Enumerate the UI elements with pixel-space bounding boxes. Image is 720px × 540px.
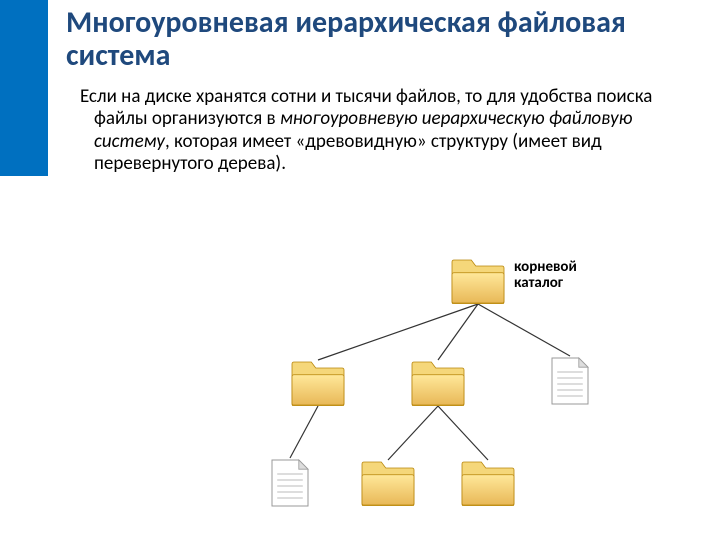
folder-icon [460, 460, 516, 506]
folder-icon [410, 360, 466, 406]
accent-sidebar [0, 0, 48, 176]
folder-icon [450, 258, 506, 304]
folder-icon [360, 460, 416, 506]
body-paragraph: Если на диске хранятся сотни и тысячи фа… [80, 86, 694, 176]
file-icon [270, 458, 310, 508]
filesystem-tree-diagram: корневойкаталог [230, 250, 660, 520]
file-icon [550, 356, 590, 406]
root-label: корневойкаталог [514, 260, 577, 292]
folder-icon [290, 360, 346, 406]
body-post: , которая имеет «древовидную» структуру … [94, 130, 602, 175]
page-title: Многоуровневая иерархическая файловая си… [66, 6, 666, 72]
